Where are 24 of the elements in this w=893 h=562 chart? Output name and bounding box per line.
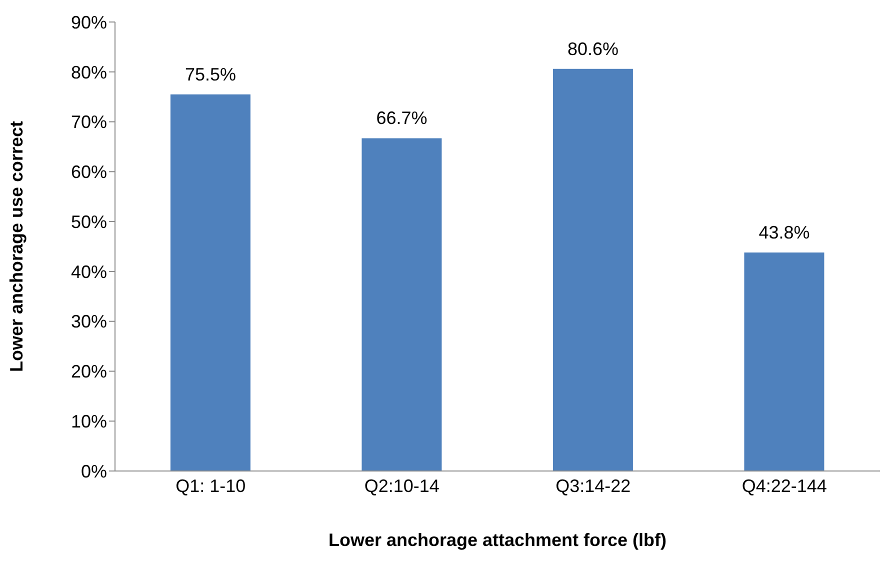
y-tick-label: 40% [70, 262, 107, 282]
bar [170, 94, 250, 471]
data-label: 75.5% [184, 64, 236, 84]
data-label: 66.7% [376, 108, 428, 128]
bar [744, 252, 824, 471]
x-tick-label: Q3:14-22 [556, 476, 631, 496]
x-tick-label: Q4:22-144 [742, 476, 827, 496]
x-tick-label: Q2:10-14 [364, 476, 440, 496]
y-tick-label: 60% [70, 162, 107, 182]
y-tick-label: 90% [70, 12, 107, 32]
x-axis-title: Lower anchorage attachment force (lbf) [328, 530, 667, 550]
y-tick-label: 80% [70, 62, 107, 82]
y-tick-label: 20% [70, 362, 107, 382]
y-tick-label: 30% [70, 312, 107, 332]
data-label: 43.8% [758, 222, 810, 242]
y-tick-label: 70% [70, 112, 107, 132]
data-label: 80.6% [567, 38, 618, 59]
y-tick-label: 10% [70, 412, 107, 432]
bar [552, 68, 633, 471]
y-tick-label: 50% [70, 212, 107, 232]
y-tick-label: 0% [80, 461, 107, 482]
x-tick-label: Q1: 1-10 [176, 476, 246, 496]
bar [362, 138, 442, 471]
y-axis-title: Lower anchorage use correct [6, 120, 26, 372]
